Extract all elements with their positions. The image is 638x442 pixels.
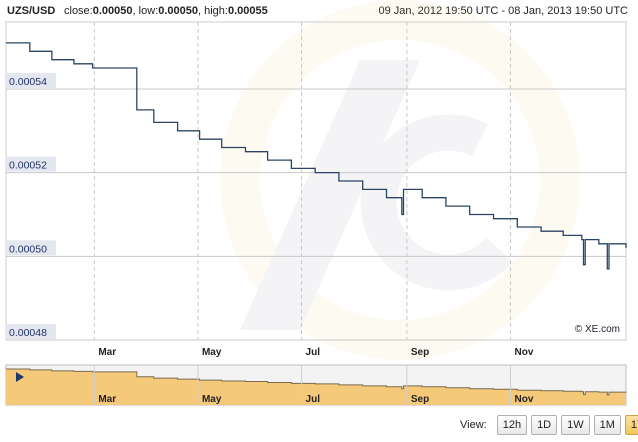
y-tick-background xyxy=(6,240,56,256)
x-tick-label: Sep xyxy=(411,347,429,358)
y-tick-label: 0.00050 xyxy=(9,243,47,255)
view-button-1d[interactable]: 1D xyxy=(531,415,558,435)
chart-header: UZS/USD close:0.00050, low:0.00050, high… xyxy=(0,0,638,22)
navigator-tick-label: Mar xyxy=(98,394,116,405)
currency-pair: UZS/USD xyxy=(7,5,56,17)
y-tick-label: 0.00054 xyxy=(9,76,47,88)
low-value: 0.00050 xyxy=(158,5,198,17)
navigator-tick-label: May xyxy=(202,394,222,405)
copyright-label: © XE.com xyxy=(575,324,620,335)
x-tick-label: Jul xyxy=(306,347,321,358)
price-stats: close:0.00050, low:0.00050, high:0.00055 xyxy=(64,5,268,17)
y-tick-background xyxy=(6,156,56,172)
close-value: 0.00050 xyxy=(92,5,133,17)
play-arrow-icon[interactable] xyxy=(16,372,24,382)
high-label: high: xyxy=(204,5,228,17)
navigator-tick-label: Jul xyxy=(306,394,321,405)
view-button-1m[interactable]: 1M xyxy=(593,415,621,435)
view-selector: View: 12h 1D 1W 1M 1Y xyxy=(460,414,638,436)
x-axis-ticks: Mar May Jul Sep Nov xyxy=(98,347,533,358)
x-tick-label: May xyxy=(202,347,222,358)
close-label: close: xyxy=(64,5,93,17)
navigator-x-ticks: Mar May Jul Sep Nov xyxy=(93,365,534,405)
navigator-area xyxy=(6,369,626,405)
x-tick-label: Nov xyxy=(514,347,533,358)
date-range: 09 Jan, 2012 19:50 UTC - 08 Jan, 2013 19… xyxy=(378,5,629,17)
view-button-1w[interactable]: 1W xyxy=(561,415,590,435)
view-button-12h[interactable]: 12h xyxy=(496,415,528,435)
y-axis-ticks: 0.00048 0.00050 0.00052 0.00054 xyxy=(6,72,56,339)
series-line-uzs-usd xyxy=(6,42,627,270)
navigator-panel[interactable]: Mar May Jul Sep Nov xyxy=(5,364,627,406)
xe-watermark-logo xyxy=(220,0,580,360)
y-tick-label: 0.00052 xyxy=(9,160,47,172)
navigator-tick-label: Nov xyxy=(514,394,533,405)
navigator-line xyxy=(6,368,627,396)
y-tick-label: 0.00048 xyxy=(9,327,47,339)
navigator-tick-label: Sep xyxy=(411,394,429,405)
watermark-x-stroke xyxy=(240,60,420,330)
low-label: low: xyxy=(138,5,159,17)
y-tick-background xyxy=(6,72,56,88)
view-label: View: xyxy=(460,419,487,431)
y-tick-background xyxy=(6,324,56,339)
view-button-1y[interactable]: 1Y xyxy=(624,415,638,435)
x-tick-label: Mar xyxy=(98,347,116,358)
watermark-e-stroke xyxy=(360,114,514,291)
high-value: 0.00055 xyxy=(227,5,268,17)
